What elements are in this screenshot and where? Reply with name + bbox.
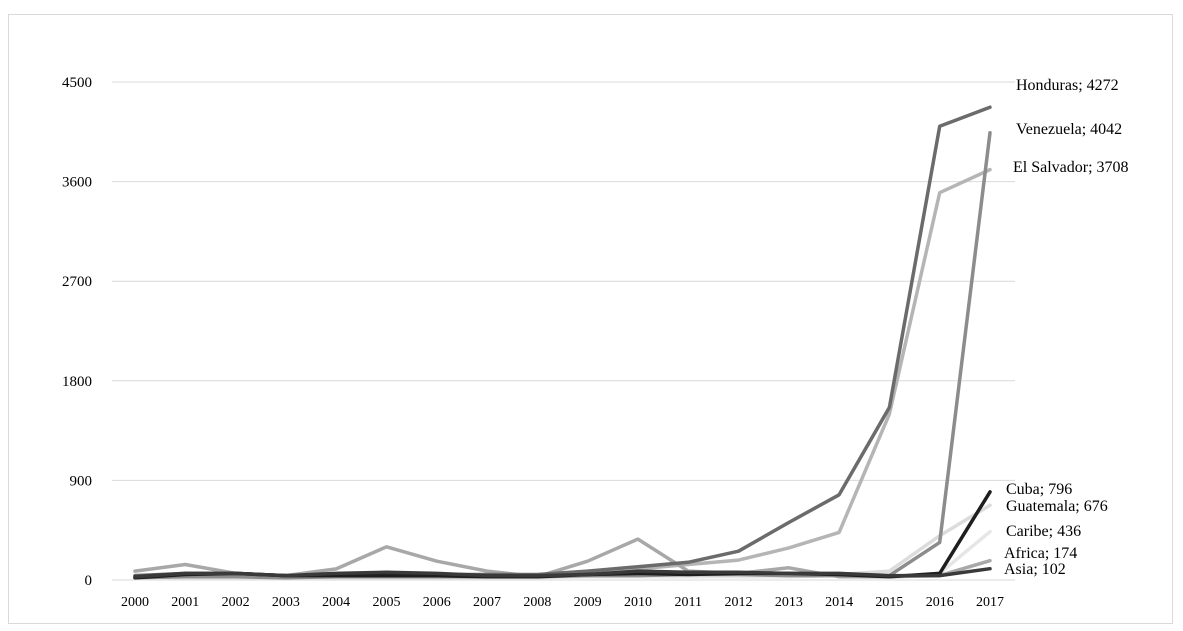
series-line-honduras: [133, 105, 992, 578]
x-tick-label: 2011: [674, 595, 701, 610]
x-tick-label: 2009: [574, 595, 602, 610]
x-tick-label: 2001: [171, 595, 199, 610]
end-label-venezuela: Venezuela; 4042: [1016, 121, 1122, 138]
x-tick-label: 2000: [121, 595, 149, 610]
x-tick-label: 2003: [272, 595, 300, 610]
series-line-venezuela: [133, 130, 992, 580]
chart-frame: [8, 14, 1173, 624]
x-tick-label: 2015: [875, 595, 903, 610]
x-tick-label: 2016: [926, 595, 954, 610]
end-label-asia: Asia; 102: [1004, 561, 1066, 578]
y-axis-tick-labels: 0 900 1800 2700 3600 4500: [62, 75, 92, 589]
end-label-guatemala: Guatemala; 676: [1006, 498, 1108, 515]
x-tick-label: 2002: [222, 595, 250, 610]
end-label-africa: Africa; 174: [1004, 545, 1077, 562]
end-label-honduras: Honduras; 4272: [1016, 77, 1119, 94]
end-label-caribe: Caribe; 436: [1006, 523, 1081, 540]
y-tick-label: 0: [85, 573, 93, 589]
x-tick-label: 2010: [624, 595, 652, 610]
y-tick-label: 3600: [62, 175, 92, 191]
x-tick-label: 2006: [423, 595, 451, 610]
series-end-labels: Honduras; 4272 Venezuela; 4042 El Salvador…: [1004, 77, 1129, 578]
x-tick-label: 2014: [825, 595, 853, 610]
x-tick-label: 2004: [322, 595, 350, 610]
end-label-el-salvador: El Salvador; 3708: [1013, 159, 1129, 176]
x-tick-label: 2012: [725, 595, 753, 610]
x-tick-label: 2008: [523, 595, 551, 610]
series-line-cuba: [133, 490, 992, 580]
x-tick-label: 2007: [473, 595, 501, 610]
cropped-title-band: [0, 0, 1183, 14]
x-tick-label: 2005: [372, 595, 400, 610]
series-line-asia: [133, 566, 992, 579]
y-tick-label: 2700: [62, 274, 92, 290]
x-tick-label: 2013: [775, 595, 803, 610]
series-line-el-salvador: [133, 167, 992, 578]
series-lines: [133, 105, 992, 581]
y-tick-label: 4500: [62, 75, 92, 91]
y-tick-label: 1800: [62, 374, 92, 390]
end-label-cuba: Cuba; 796: [1006, 481, 1072, 498]
x-tick-label: 2017: [976, 595, 1004, 610]
x-axis-tick-labels: 2000 2001 2002 2003 2004 2005 2006 2007 2008 2009…: [121, 595, 1004, 610]
gridlines: [112, 81, 1015, 581]
series-line-guatemala: [133, 503, 992, 579]
y-tick-label: 900: [70, 473, 93, 489]
